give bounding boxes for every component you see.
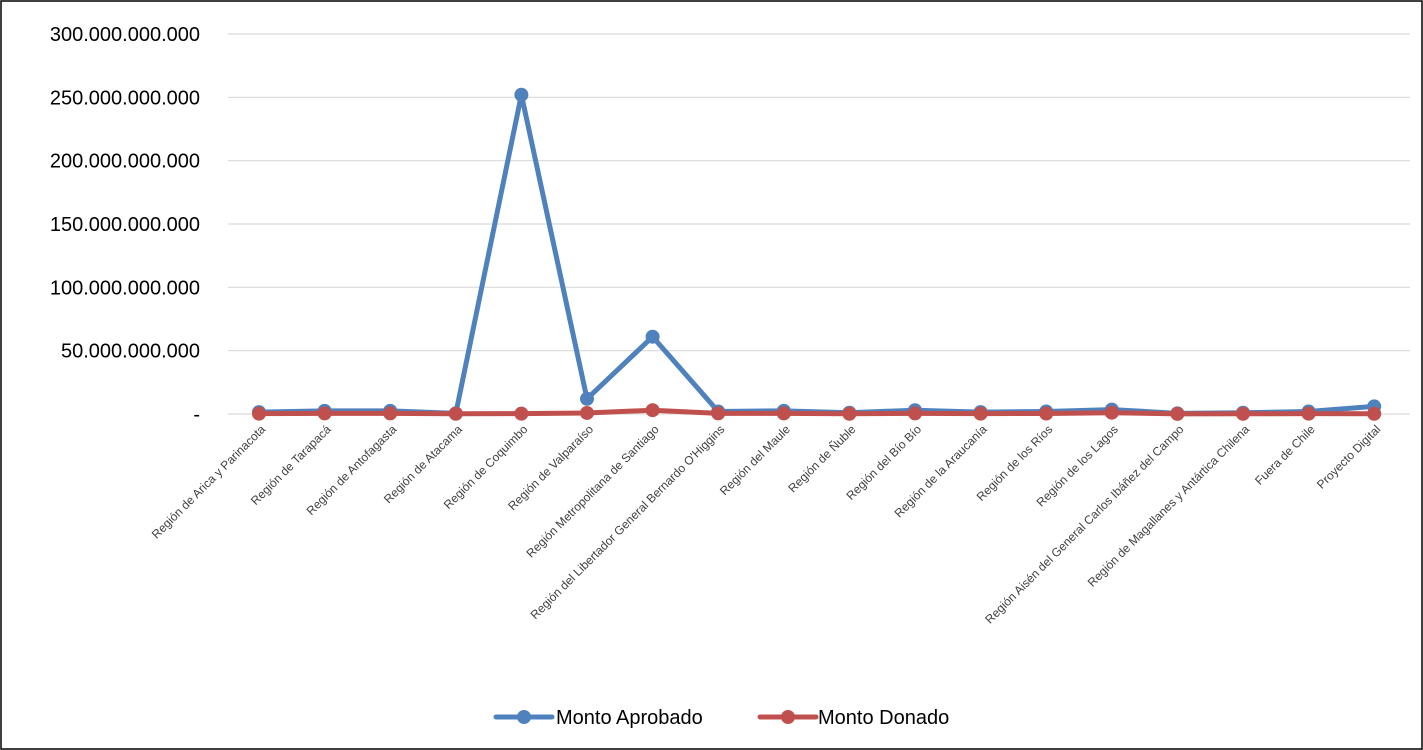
legend-swatch-marker: [517, 710, 531, 724]
data-point: [252, 406, 266, 421]
data-point: [580, 405, 594, 420]
series-line-2: [256, 407, 1377, 417]
legend-label: Monto Aprobado: [556, 707, 703, 729]
legend: Monto Aprobado Monto Donado: [493, 707, 949, 729]
data-point: [1367, 406, 1382, 421]
data-point: [711, 406, 726, 421]
data-point: [1236, 406, 1250, 421]
data-point: [383, 406, 398, 421]
y-axis-tick-labels: - 50.000.000.000 100.000.000.000 150.000.00…: [50, 24, 200, 426]
data-point: [580, 391, 594, 406]
legend-swatch-marker: [781, 710, 795, 724]
y-tick-label: -: [193, 404, 200, 426]
data-point: [317, 406, 332, 421]
data-point: [1104, 405, 1119, 420]
y-tick-label: 200.000.000.000: [50, 151, 200, 173]
data-point: [645, 403, 660, 418]
data-point: [448, 406, 463, 421]
y-tick-label: 100.000.000.000: [50, 277, 200, 299]
data-point: [908, 406, 922, 421]
data-point: [1301, 406, 1316, 421]
data-point: [1170, 406, 1185, 421]
legend-label: Monto Donado: [818, 707, 949, 729]
y-tick-label: 250.000.000.000: [50, 87, 200, 109]
data-point: [973, 406, 988, 421]
data-point: [776, 406, 791, 421]
data-point: [842, 406, 857, 421]
data-point: [645, 329, 660, 344]
gridlines: [228, 33, 1410, 415]
data-point: [514, 406, 529, 421]
data-point: [1039, 406, 1054, 421]
y-tick-label: 150.000.000.000: [50, 214, 200, 236]
series-lines: [252, 87, 1382, 421]
y-tick-label: 50.000.000.000: [61, 341, 200, 363]
data-point: [514, 87, 529, 102]
y-tick-label: 300.000.000.000: [50, 24, 200, 46]
